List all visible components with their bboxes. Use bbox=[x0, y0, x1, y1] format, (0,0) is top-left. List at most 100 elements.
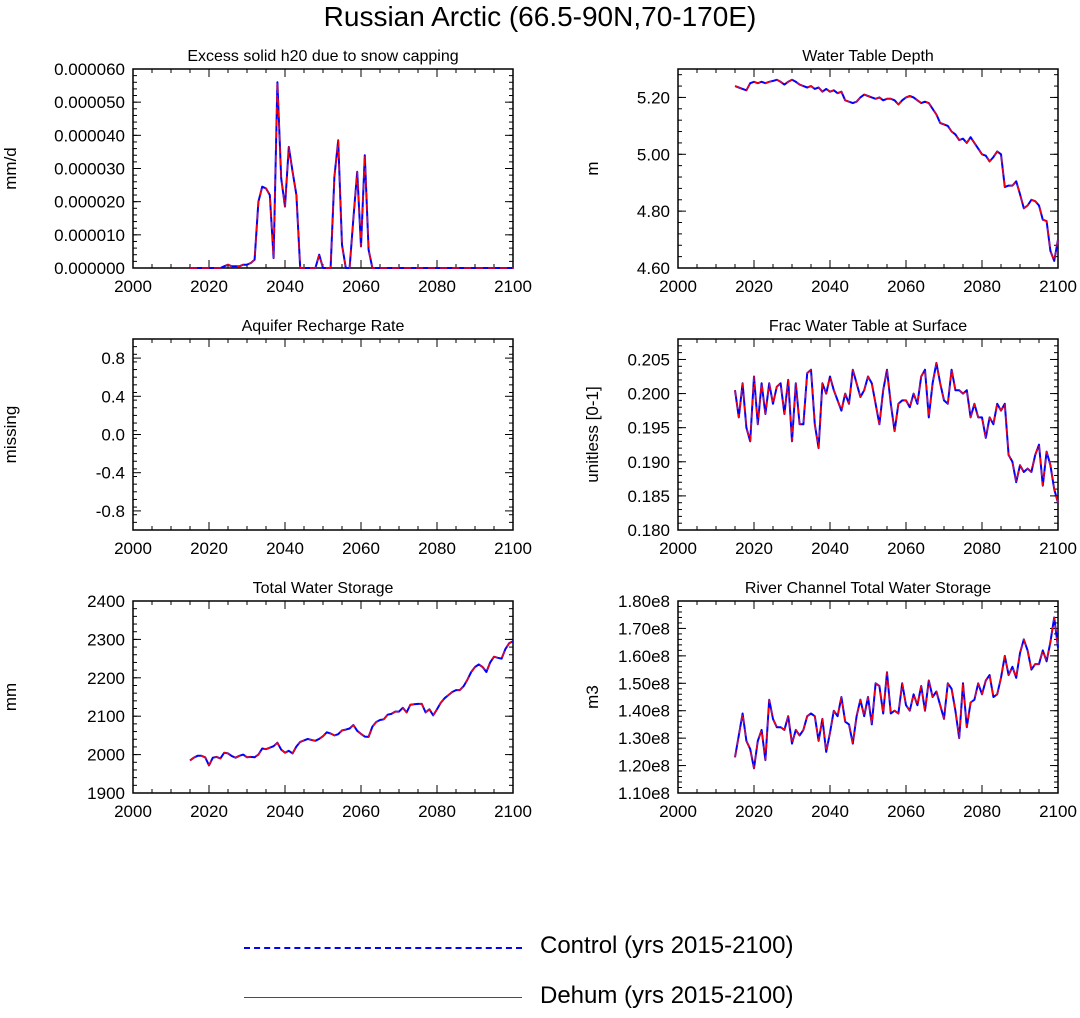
legend-swatch-control bbox=[244, 947, 522, 949]
x-tick-label: 2000 bbox=[114, 539, 152, 558]
series-line-dehum bbox=[190, 81, 513, 269]
panel-title: Frac Water Table at Surface bbox=[769, 318, 967, 335]
x-tick-label: 2040 bbox=[811, 802, 849, 821]
plot-frame bbox=[132, 338, 514, 531]
x-tick-label: 2000 bbox=[659, 277, 697, 296]
y-tick-label: 5.20 bbox=[637, 88, 670, 107]
x-tick-label: 2060 bbox=[342, 539, 380, 558]
x-tick-label: 2020 bbox=[735, 277, 773, 296]
y-tick-label: 1.10e8 bbox=[618, 784, 670, 803]
y-tick-label: 1900 bbox=[87, 784, 125, 803]
y-tick-label: 2400 bbox=[87, 592, 125, 611]
y-axis-label: missing bbox=[1, 406, 20, 464]
x-tick-label: 2100 bbox=[494, 802, 532, 821]
panel-title: Total Water Storage bbox=[253, 580, 394, 597]
x-tick-label: 2080 bbox=[418, 802, 456, 821]
figure: Excess solid h20 due to snow capping mm/d… bbox=[1, 48, 1077, 821]
panel-title: Water Table Depth bbox=[802, 48, 934, 65]
x-tick-label: 2000 bbox=[114, 277, 152, 296]
x-tick-label: 2100 bbox=[1039, 277, 1077, 296]
y-tick-label: 0.000010 bbox=[54, 226, 125, 245]
y-tick-label: 2100 bbox=[87, 707, 125, 726]
y-tick-label: 0.8 bbox=[101, 349, 125, 368]
y-tick-label: 0.205 bbox=[627, 350, 670, 369]
series-line-dehum bbox=[734, 79, 1059, 262]
y-tick-label: 2200 bbox=[87, 669, 125, 688]
x-tick-label: 2060 bbox=[342, 802, 380, 821]
y-tick-label: 2000 bbox=[87, 746, 125, 765]
series-line-control bbox=[189, 640, 514, 767]
y-tick-label: 0.190 bbox=[627, 453, 670, 472]
y-tick-label: 1.60e8 bbox=[618, 647, 670, 666]
x-tick-label: 2100 bbox=[494, 539, 532, 558]
y-tick-label: 0.0 bbox=[101, 426, 125, 445]
legend-swatch-dehum bbox=[244, 997, 522, 998]
series-line-dehum bbox=[189, 640, 514, 767]
x-tick-label: 2060 bbox=[887, 539, 925, 558]
y-tick-label: -0.8 bbox=[96, 502, 125, 521]
x-tick-label: 2060 bbox=[887, 277, 925, 296]
y-tick-label: 0.000050 bbox=[54, 93, 125, 112]
series-line-dehum bbox=[734, 362, 1059, 503]
y-tick-label: 1.80e8 bbox=[618, 592, 670, 611]
y-axis-label: m bbox=[583, 161, 602, 175]
legend-item-control: Control (yrs 2015-2100) bbox=[240, 928, 860, 968]
y-tick-label: 1.50e8 bbox=[618, 674, 670, 693]
panel-title: Aquifer Recharge Rate bbox=[242, 318, 405, 335]
x-tick-label: 2080 bbox=[418, 539, 456, 558]
y-tick-label: 1.30e8 bbox=[618, 729, 670, 748]
legend-label-dehum: Dehum (yrs 2015-2100) bbox=[540, 982, 794, 1009]
y-tick-label: 0.000030 bbox=[54, 160, 125, 179]
y-tick-label: 0.000000 bbox=[54, 259, 125, 278]
x-tick-label: 2100 bbox=[1039, 539, 1077, 558]
y-tick-label: 5.00 bbox=[637, 145, 670, 164]
x-tick-label: 2100 bbox=[1039, 802, 1077, 821]
y-tick-label: 0.180 bbox=[627, 521, 670, 540]
x-tick-label: 2080 bbox=[963, 802, 1001, 821]
y-tick-label: 1.40e8 bbox=[618, 702, 670, 721]
x-tick-label: 2000 bbox=[659, 539, 697, 558]
series-line-control bbox=[734, 361, 1059, 503]
panel-title: River Channel Total Water Storage bbox=[745, 580, 991, 597]
plot-frame bbox=[677, 338, 1059, 531]
plot-frame bbox=[132, 68, 514, 269]
x-tick-label: 2060 bbox=[342, 277, 380, 296]
x-tick-label: 2100 bbox=[494, 277, 532, 296]
y-tick-label: 0.4 bbox=[101, 387, 125, 406]
panel-title: Excess solid h20 due to snow capping bbox=[187, 48, 458, 65]
series-line-control bbox=[734, 616, 1059, 770]
page-title: Russian Arctic (66.5-90N,70-170E) bbox=[323, 1, 757, 32]
y-tick-label: 0.200 bbox=[627, 385, 670, 404]
x-tick-label: 2020 bbox=[190, 802, 228, 821]
series-line-control bbox=[734, 78, 1059, 262]
y-tick-label: 1.20e8 bbox=[618, 757, 670, 776]
y-tick-label: 4.80 bbox=[637, 202, 670, 221]
legend-label-control: Control (yrs 2015-2100) bbox=[540, 932, 794, 959]
legend-item-dehum: Dehum (yrs 2015-2100) bbox=[240, 978, 860, 1018]
x-tick-label: 2020 bbox=[190, 277, 228, 296]
y-tick-label: 2300 bbox=[87, 630, 125, 649]
x-tick-label: 2080 bbox=[418, 277, 456, 296]
y-tick-label: 0.185 bbox=[627, 487, 670, 506]
y-tick-label: 0.195 bbox=[627, 419, 670, 438]
x-tick-label: 2060 bbox=[887, 802, 925, 821]
x-tick-label: 2080 bbox=[963, 539, 1001, 558]
y-axis-label: unitless [0-1] bbox=[583, 386, 602, 482]
x-tick-label: 2040 bbox=[266, 802, 304, 821]
y-tick-label: 0.000060 bbox=[54, 60, 125, 79]
plot-frame bbox=[132, 600, 514, 794]
y-tick-label: 0.000040 bbox=[54, 126, 125, 145]
y-axis-label: mm bbox=[1, 683, 20, 711]
y-axis-label: m3 bbox=[583, 685, 602, 709]
x-tick-label: 2020 bbox=[735, 802, 773, 821]
x-tick-label: 2000 bbox=[659, 802, 697, 821]
x-tick-label: 2000 bbox=[114, 802, 152, 821]
y-axis-label: mm/d bbox=[1, 147, 20, 190]
series-line-dehum bbox=[734, 616, 1059, 769]
y-tick-label: -0.4 bbox=[96, 464, 125, 483]
x-tick-label: 2040 bbox=[266, 539, 304, 558]
x-tick-label: 2040 bbox=[811, 539, 849, 558]
x-tick-label: 2080 bbox=[963, 277, 1001, 296]
y-tick-label: 0.000020 bbox=[54, 193, 125, 212]
plot-frame bbox=[677, 68, 1059, 269]
